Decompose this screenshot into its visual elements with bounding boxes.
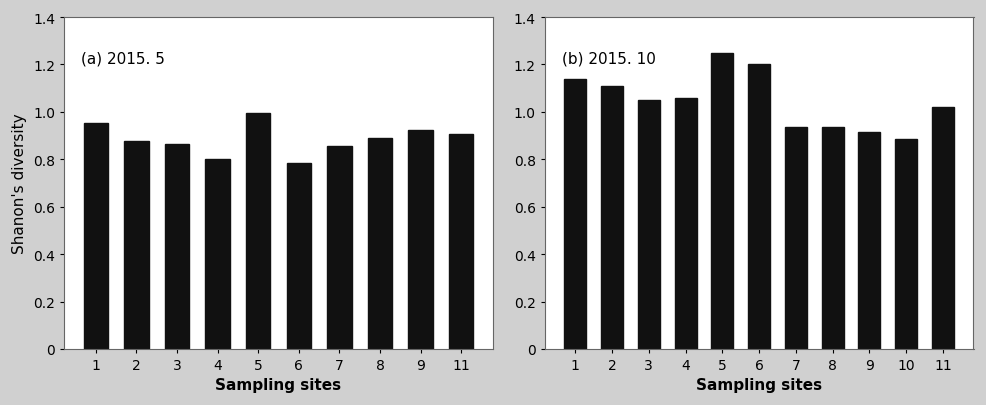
Bar (327, 147, 352, 349)
Bar (895, 140, 917, 349)
Bar (859, 133, 880, 349)
Bar (368, 139, 392, 349)
Bar (711, 53, 734, 349)
X-axis label: Sampling sites: Sampling sites (215, 377, 341, 392)
Bar (601, 87, 623, 349)
Text: (a) 2015. 5: (a) 2015. 5 (81, 51, 165, 66)
Bar (748, 65, 770, 349)
Bar (124, 142, 149, 349)
Bar (246, 114, 270, 349)
Bar (638, 101, 660, 349)
Bar (84, 123, 107, 349)
Bar (821, 128, 844, 349)
Y-axis label: Shanon's diversity: Shanon's diversity (13, 113, 28, 254)
Bar (449, 135, 473, 349)
Bar (165, 145, 189, 349)
Text: (b) 2015. 10: (b) 2015. 10 (562, 51, 656, 66)
Bar (287, 163, 311, 349)
Bar (564, 79, 587, 349)
Bar (408, 130, 433, 349)
Bar (205, 160, 230, 349)
X-axis label: Sampling sites: Sampling sites (696, 377, 822, 392)
Bar (674, 98, 696, 349)
Bar (785, 128, 807, 349)
Bar (932, 108, 954, 349)
